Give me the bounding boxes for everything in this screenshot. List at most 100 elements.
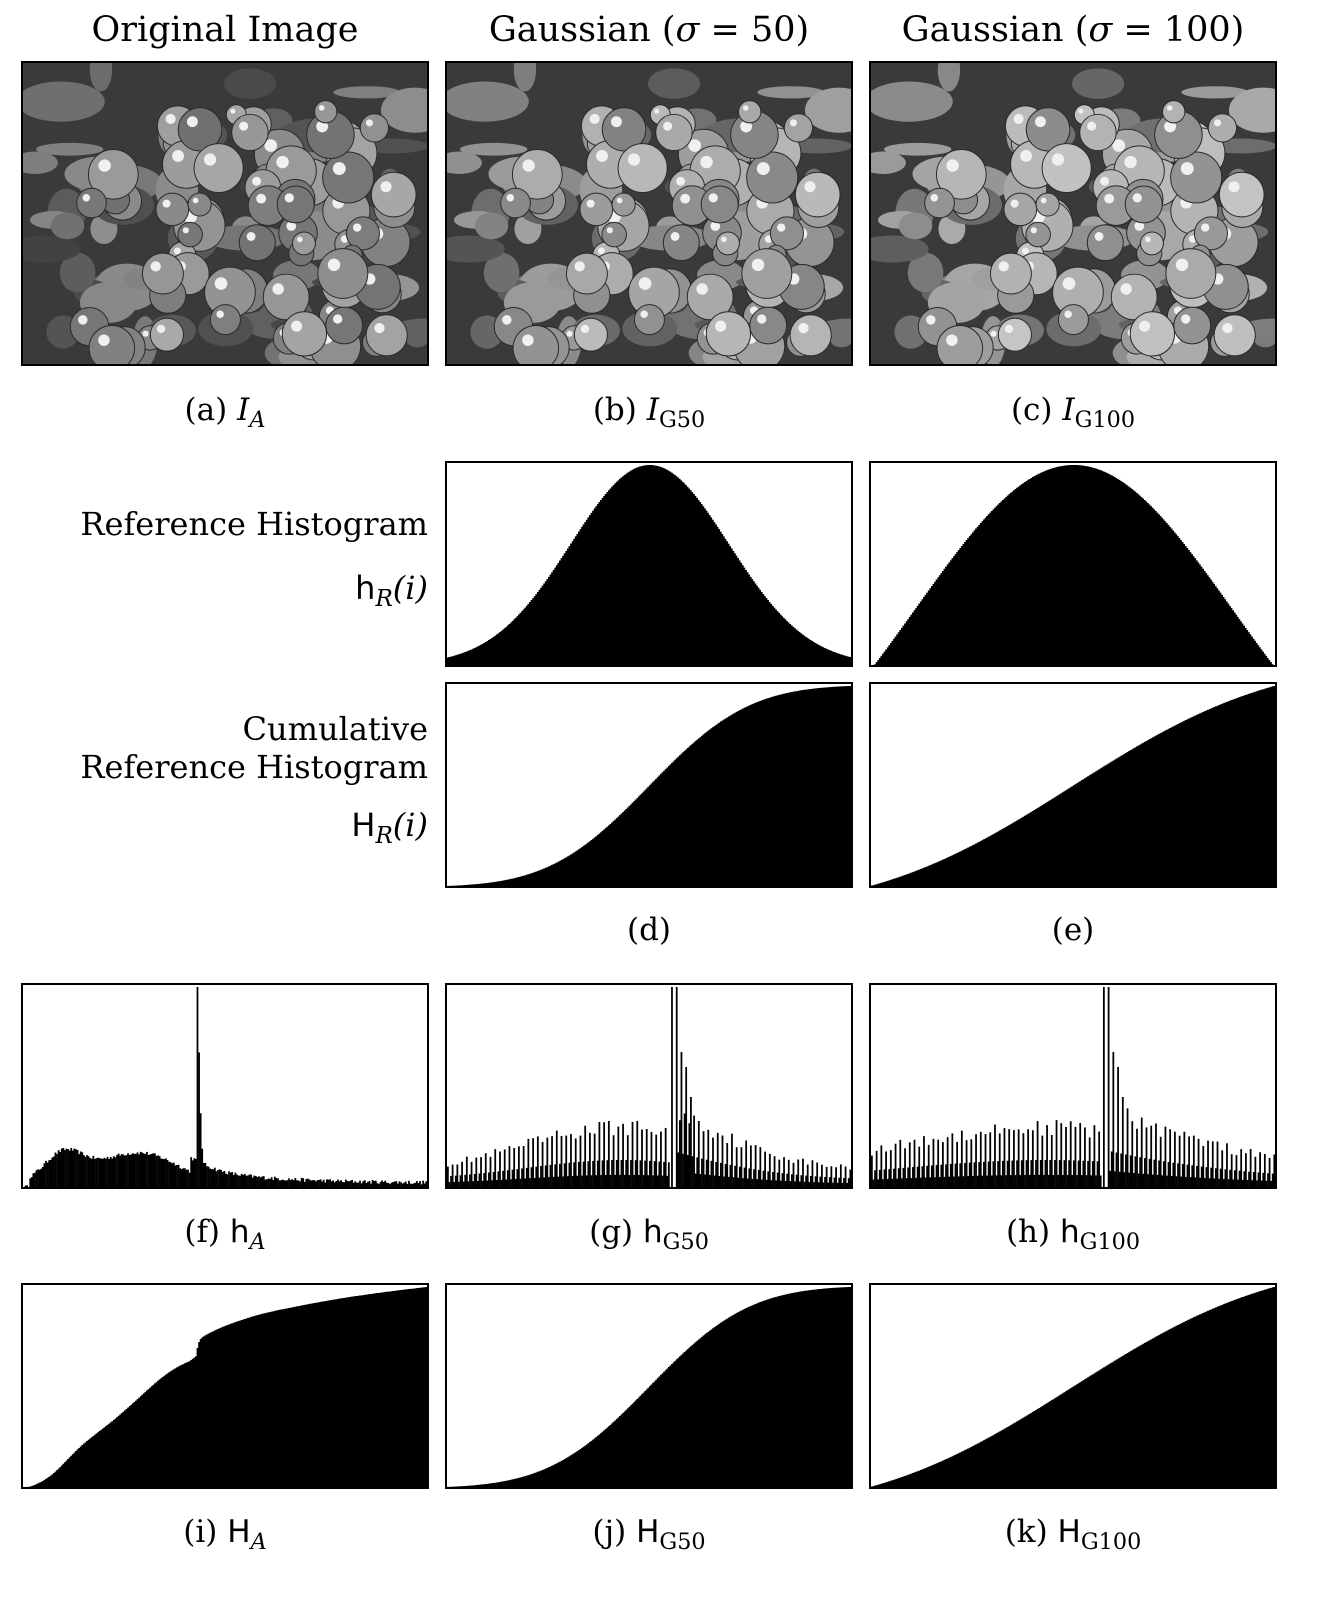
- histogram-original-bar: [385, 1182, 388, 1187]
- histogram-g50-bar: [522, 1145, 525, 1187]
- histogram-original-bar: [379, 1181, 382, 1187]
- histogram-original-bar: [403, 1182, 406, 1187]
- histogram-g50-bar: [737, 1177, 740, 1187]
- berry-shape: [209, 304, 241, 336]
- histogram-g50-bar: [720, 1162, 722, 1187]
- header-gaussian-50-eq: = 50): [699, 10, 810, 50]
- histogram-g50-bar: [726, 1143, 729, 1187]
- histogram-g50-bar: [792, 1162, 795, 1187]
- histogram-g100-bar: [1273, 1154, 1275, 1187]
- photo-gaussian-50: [445, 61, 853, 366]
- histogram-g100-bar: [1030, 1160, 1033, 1187]
- histogram-g100-bar: [949, 1163, 952, 1187]
- berry-shape: [314, 100, 338, 124]
- histogram-g100-bar: [1068, 1160, 1071, 1187]
- histogram-g50-bar: [447, 1166, 449, 1187]
- histogram-original-bar: [64, 1150, 66, 1187]
- histogram-g100-bar: [979, 1131, 982, 1187]
- histogram-g50-bar: [481, 1180, 484, 1187]
- histogram-original-bar: [296, 1180, 298, 1187]
- berry-highlight: [150, 261, 161, 272]
- berry-shape: [997, 317, 1032, 352]
- caption-f-tag: (f): [184, 1214, 221, 1250]
- histogram-original-bar: [231, 1172, 234, 1187]
- berry-shape: [365, 314, 408, 357]
- histogram-original-bar: [142, 1153, 145, 1187]
- berry-highlight: [589, 113, 600, 124]
- histogram-g100-bar: [1028, 1174, 1031, 1187]
- histogram-g50-bar: [802, 1158, 804, 1187]
- histogram-g50-bar: [830, 1166, 833, 1187]
- histogram-original-bar: [316, 1180, 319, 1187]
- histogram-original-bar: [229, 1172, 232, 1187]
- histogram-original-bar: [185, 1169, 188, 1187]
- histogram-g100-bar: [978, 1162, 981, 1187]
- berry-shape: [1162, 100, 1186, 124]
- berry-highlight: [1040, 197, 1047, 204]
- histogram-g100-bar: [957, 1176, 960, 1187]
- histogram-g50-bar: [712, 1137, 714, 1187]
- histogram-g100-bar: [1036, 1121, 1039, 1187]
- histogram-g50-bar: [557, 1176, 560, 1187]
- histogram-g50-bar: [464, 1174, 467, 1187]
- berry-highlight: [276, 155, 289, 169]
- histogram-g100-bar: [877, 1179, 880, 1187]
- histogram-g50-bar: [697, 1121, 700, 1187]
- histogram-g50-bar: [625, 1160, 628, 1187]
- histogram-g100-bar: [1033, 1174, 1036, 1187]
- histogram-g100-bar: [1161, 1175, 1164, 1187]
- histogram-g50-bar: [678, 1120, 681, 1187]
- histogram-g50-bar: [619, 1174, 621, 1187]
- histogram-g50-bar: [484, 1153, 487, 1187]
- histogram-original-bar: [393, 1181, 396, 1187]
- histogram-original-bar: [84, 1156, 87, 1187]
- histogram-g100-bar: [1137, 1173, 1140, 1187]
- photo-gaussian-50-image: [447, 63, 851, 364]
- histogram-original-bar: [322, 1179, 325, 1187]
- histogram-g100-bar: [948, 1176, 951, 1187]
- histogram-original-bar: [139, 1151, 142, 1187]
- label-cumulative-line2: Reference Histogram: [80, 748, 428, 786]
- header-gaussian-100: Gaussian (σ = 100): [869, 10, 1277, 50]
- berry-shape: [141, 252, 184, 295]
- berry-shape: [1139, 231, 1164, 256]
- histogram-g100-bar: [1213, 1178, 1216, 1187]
- histogram-g100-bar: [1093, 1125, 1096, 1187]
- histogram-g100-bar: [1251, 1180, 1254, 1187]
- leaf-shape: [23, 235, 81, 263]
- histogram-g50-bar: [582, 1161, 585, 1187]
- histogram-g50-bar: [783, 1157, 785, 1187]
- histogram-g50-bar: [751, 1178, 754, 1187]
- label-reference-histogram: Reference Histogram hR(i): [20, 505, 428, 612]
- histogram-g100-bar: [938, 1177, 941, 1187]
- histogram-g100-bar: [984, 1134, 987, 1187]
- histogram-g100-bar: [1102, 986, 1105, 1187]
- histogram-g100-bar: [1229, 1169, 1232, 1187]
- histogram-g50-bar: [488, 1172, 490, 1187]
- histogram-original-bar: [43, 1163, 46, 1187]
- histogram-original-bar: [273, 1176, 276, 1187]
- histogram-g50-bar: [779, 1180, 782, 1187]
- histogram-g100-bar: [1079, 1123, 1082, 1187]
- berry-highlight: [256, 193, 267, 204]
- histogram-g100-bar: [1013, 1130, 1015, 1187]
- header-gaussian-50-prefix: Gaussian (: [488, 10, 676, 50]
- histogram-g50-bar: [746, 1178, 749, 1187]
- histogram-g100-bar: [1117, 1066, 1119, 1187]
- histogram-g100-bar: [888, 1169, 891, 1187]
- histogram-g50-bar: [611, 1160, 613, 1187]
- histogram-g50-bar: [495, 1180, 498, 1187]
- histogram-g100-bar: [1115, 1152, 1118, 1187]
- histogram-g100-bar: [929, 1177, 932, 1187]
- histogram-g100-bar: [1241, 1179, 1244, 1187]
- photo-gaussian-100: [869, 61, 1277, 366]
- berry-highlight: [502, 315, 512, 325]
- berry-highlight: [1010, 199, 1019, 208]
- histogram-original-bar: [412, 1183, 415, 1187]
- berry-highlight: [291, 320, 303, 332]
- histogram-g50-bar: [456, 1164, 459, 1187]
- berry-shape: [317, 248, 369, 299]
- histogram-g100-bar: [1099, 1175, 1102, 1187]
- caption-d: (d): [626, 912, 672, 948]
- histogram-g50-bar: [536, 1136, 539, 1187]
